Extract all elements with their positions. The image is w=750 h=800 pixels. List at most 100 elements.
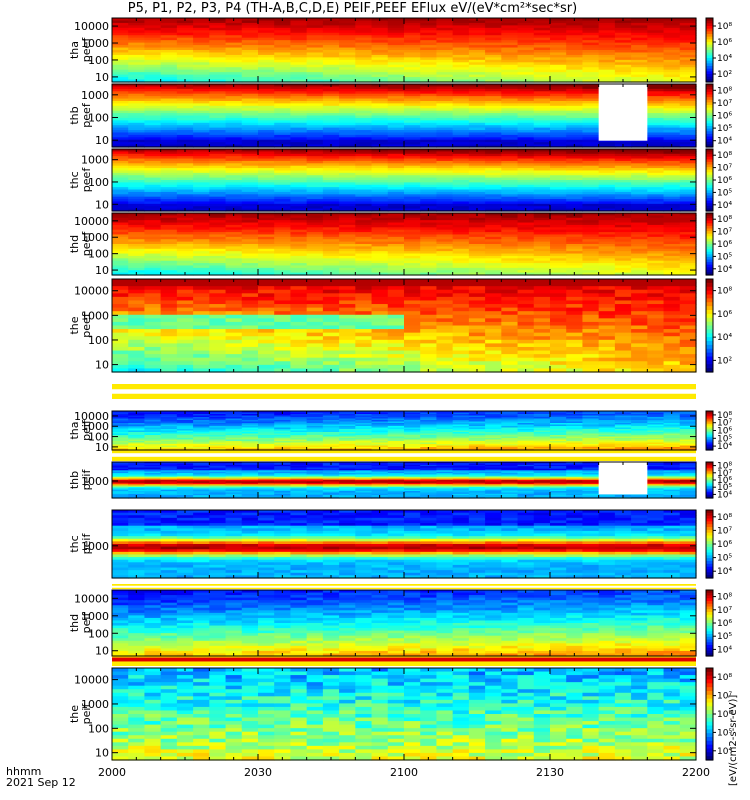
y-tick-label: 100: [88, 176, 109, 189]
spectrogram-cell: [176, 137, 194, 141]
spectrogram-cell: [112, 282, 129, 287]
spectrogram-cell: [160, 251, 178, 255]
spectrogram-cell: [679, 175, 697, 179]
y-tick-label: 10: [95, 198, 109, 211]
spectrogram-cell: [160, 329, 178, 334]
spectrogram-cell: [485, 175, 502, 179]
spectrogram-cell: [501, 229, 519, 233]
spectrogram-cell: [355, 182, 373, 186]
spectrogram-cell: [290, 45, 308, 49]
spectrogram-cell: [209, 311, 227, 316]
spectrogram-cell: [485, 236, 502, 240]
spectrogram-cell: [128, 54, 146, 58]
spectrogram-cell: [258, 170, 275, 174]
spectrogram-cell: [582, 160, 600, 164]
spectrogram-cell: [387, 134, 405, 138]
spectrogram-cell: [550, 142, 567, 146]
spectrogram-cell: [112, 368, 129, 373]
spectrogram-cell: [241, 251, 259, 255]
spectrogram-cell: [647, 125, 665, 129]
spectrogram-cell: [144, 220, 162, 224]
spectrogram-cell: [322, 187, 340, 191]
spectrogram-cell: [582, 196, 600, 200]
spectrogram-cell: [485, 47, 502, 51]
spectrogram-cell: [241, 149, 259, 152]
spectrogram-cell: [209, 47, 227, 51]
spectrogram-cell: [582, 25, 600, 29]
spectrogram-cell: [468, 30, 486, 34]
spectrogram-cell: [533, 67, 551, 71]
spectrogram-cell: [322, 125, 340, 129]
spectrogram-cell: [176, 165, 194, 169]
spectrogram-cell: [371, 86, 389, 90]
spectrogram-cell: [306, 203, 324, 207]
spectrogram-cell: [452, 194, 470, 198]
spectrogram-cell: [404, 244, 421, 247]
colorbar-swatch: [706, 136, 713, 140]
spectrogram-cell: [598, 272, 616, 276]
spectrogram-cell: [176, 64, 194, 68]
spectrogram-cell: [209, 77, 227, 81]
spectrogram-cell: [517, 77, 535, 81]
spectrogram-cell: [647, 52, 665, 56]
spectrogram-cell: [225, 364, 243, 370]
spectrogram-cell: [225, 175, 243, 179]
colorbar-swatch: [706, 126, 713, 130]
spectrogram-cell: [322, 25, 340, 29]
spectrogram-cell: [468, 163, 486, 167]
spectrogram-cell: [274, 77, 292, 81]
spectrogram-cell: [371, 206, 389, 210]
spectrogram-cell: [566, 361, 584, 366]
spectrogram-cell: [339, 158, 356, 162]
spectrogram-cell: [566, 300, 584, 305]
spectrogram-cell: [387, 160, 405, 164]
spectrogram-cell: [663, 189, 681, 193]
spectrogram-cell: [160, 206, 178, 210]
spectrogram-cell: [112, 213, 129, 216]
spectrogram-cell: [209, 217, 227, 221]
spectrogram-cell: [339, 201, 356, 205]
spectrogram-cell: [404, 234, 421, 238]
spectrogram-cell: [631, 67, 648, 71]
spectrogram-cell: [322, 120, 340, 124]
spectrogram-cell: [501, 182, 519, 186]
spectrogram-cell: [306, 165, 324, 169]
spectrogram-cell: [209, 234, 227, 238]
spectrogram-cell: [420, 130, 438, 134]
spectrogram-cell: [468, 227, 486, 231]
spectrogram-cell: [404, 57, 421, 61]
spectrogram-cell: [436, 199, 454, 203]
spectrogram-cell: [225, 196, 243, 200]
spectrogram-cell: [160, 300, 178, 305]
spectrogram-cell: [452, 236, 470, 240]
spectrogram-cell: [371, 163, 389, 167]
spectrogram-cell: [112, 62, 129, 66]
spectrogram-cell: [436, 20, 454, 24]
spectrogram-cell: [501, 270, 519, 274]
spectrogram-cell: [533, 213, 551, 216]
spectrogram-cell: [582, 224, 600, 228]
spectrogram-cell: [501, 122, 519, 126]
colorbar-swatch: [706, 133, 713, 138]
spectrogram-cell: [452, 42, 470, 46]
spectrogram-cell: [112, 244, 129, 247]
spectrogram-cell: [582, 32, 600, 36]
spectrogram-cell: [566, 72, 584, 76]
spectrogram-cell: [193, 368, 210, 373]
spectrogram-cell: [241, 158, 259, 162]
spectrogram-cell: [274, 184, 292, 188]
spectrogram-cell: [468, 217, 486, 221]
spectrogram-cell: [485, 122, 502, 126]
spectrogram-cell: [274, 354, 292, 359]
spectrogram-cell: [290, 215, 308, 219]
spectrogram-cell: [306, 86, 324, 90]
spectrogram-cell: [436, 272, 454, 276]
spectrogram-cell: [258, 52, 275, 56]
spectrogram-cell: [436, 175, 454, 179]
spectrogram-cell: [371, 336, 389, 341]
spectrogram-cell: [485, 27, 502, 31]
spectrogram-cell: [144, 300, 162, 305]
spectrogram-cell: [387, 25, 405, 29]
spectrogram-cell: [322, 156, 340, 160]
colorbar-swatch: [706, 68, 713, 72]
